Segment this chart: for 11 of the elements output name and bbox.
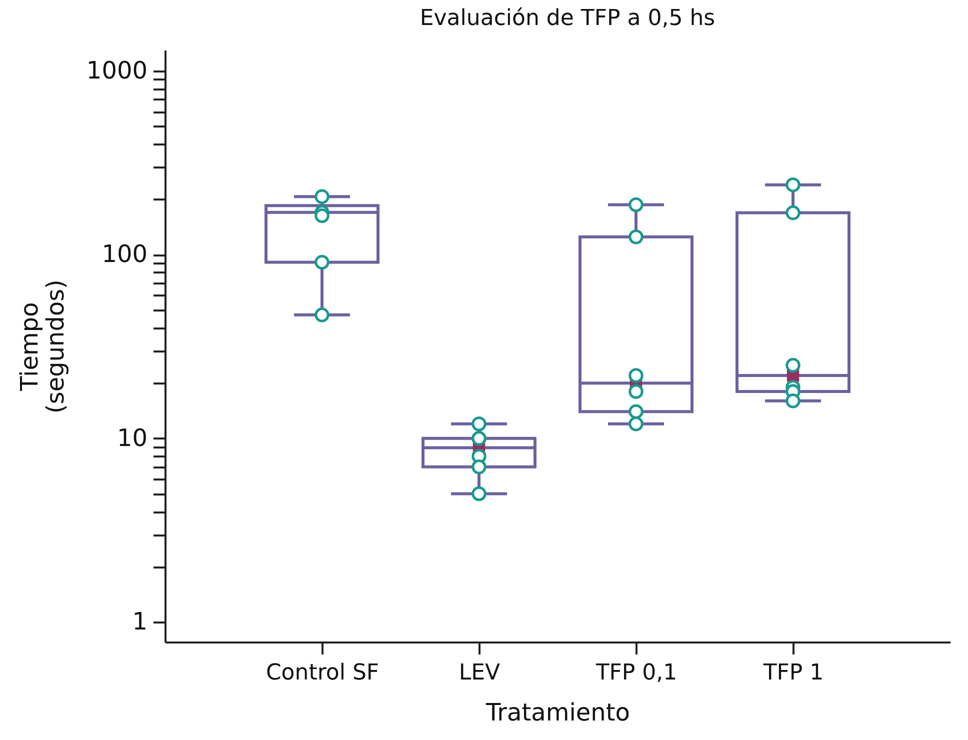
chart-title: Evaluación de TFP a 0,5 hs xyxy=(420,6,716,31)
y-tick-label: 100 xyxy=(102,240,148,268)
y-tick-label: 1000 xyxy=(86,56,148,84)
x-tick-label: LEV xyxy=(458,660,500,686)
y-axis-title: Tiempo (segundos) xyxy=(15,279,70,414)
y-tick-label: 10 xyxy=(116,424,148,452)
y-tick-label: 1 xyxy=(132,608,148,636)
x-tick-label: TFP 1 xyxy=(762,660,824,686)
x-axis-title: Tratamiento xyxy=(485,698,630,726)
x-tick-label: TFP 0,1 xyxy=(594,660,678,686)
x-tick-label: Control SF xyxy=(266,660,380,686)
